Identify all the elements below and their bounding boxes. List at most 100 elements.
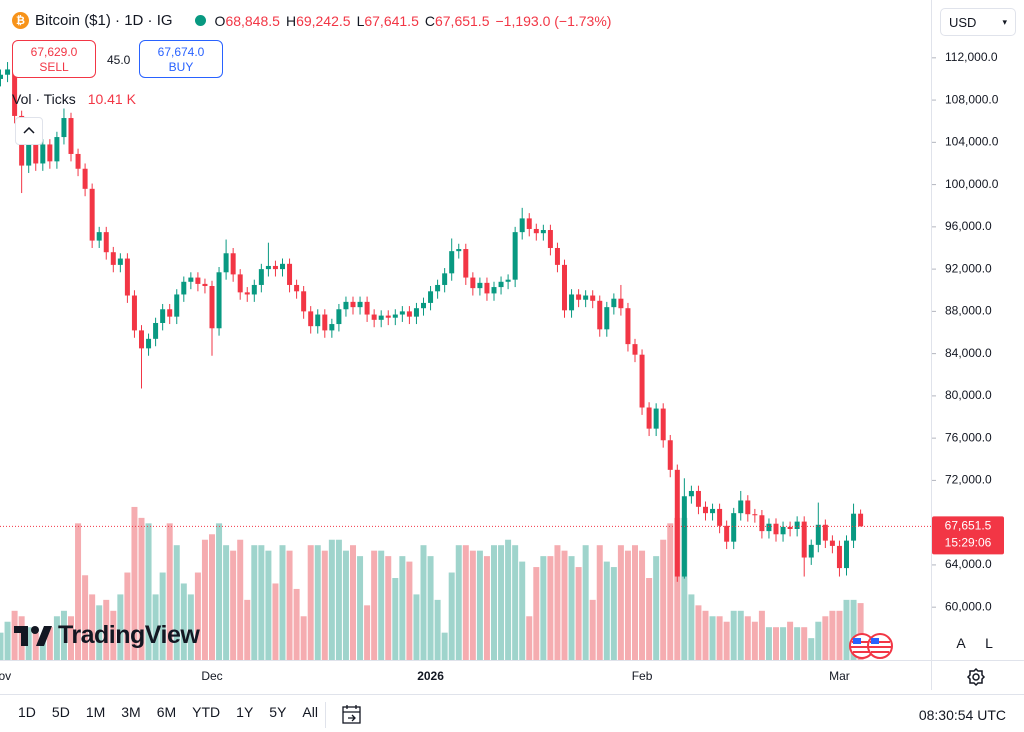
volume-bar: [695, 605, 702, 660]
volume-bar: [60, 610, 67, 660]
range-toolbar: 1D 5D 1M 3M 6M YTD 1Y 5Y All: [10, 704, 326, 720]
spread: 45.0: [107, 53, 131, 67]
volume-bar: [258, 545, 265, 660]
candle-body: [519, 218, 525, 233]
candle-body: [202, 283, 208, 287]
volume-bar: [688, 594, 695, 660]
y-tick-label: 60,000.0: [945, 599, 992, 613]
x-tick-label: 2026: [417, 669, 444, 683]
volume-bar: [483, 556, 490, 660]
ohlc-value: 67,651.5: [434, 12, 490, 29]
volume-bar: [272, 583, 279, 660]
volume-bar: [173, 545, 180, 660]
volume-bar: [96, 605, 103, 660]
volume-bar: [4, 621, 11, 660]
volume-bar: [209, 534, 215, 660]
volume-bar: [646, 578, 653, 660]
volume-bar: [166, 523, 173, 660]
volume-bar: [314, 545, 321, 660]
candle-body: [576, 294, 582, 300]
range-button[interactable]: 1D: [18, 704, 36, 720]
candle-body: [724, 525, 730, 542]
settings-button[interactable]: [966, 667, 986, 692]
volume-bar: [617, 545, 624, 660]
candle-body: [47, 144, 53, 162]
volume-bar: [434, 599, 441, 660]
candle-body: [265, 265, 271, 270]
volume-bar: [293, 588, 300, 660]
candle-body: [547, 230, 553, 248]
volume-bar: [0, 632, 4, 660]
volume-bar: [124, 572, 131, 660]
range-button[interactable]: 3M: [121, 704, 141, 720]
volume-bar: [653, 556, 660, 660]
volume-pane: [0, 506, 864, 660]
volume-bar: [476, 550, 483, 660]
range-button[interactable]: 1M: [85, 704, 106, 720]
candle-body: [639, 354, 645, 408]
volume-bar: [131, 506, 138, 660]
volume-bar: [103, 599, 110, 660]
volume-bar: [68, 616, 74, 660]
candle-body: [336, 309, 342, 325]
volume-bar: [582, 545, 589, 660]
range-button[interactable]: 1Y: [236, 704, 254, 720]
clock[interactable]: 08:30:54 UTC: [918, 707, 1006, 723]
candle-body: [456, 249, 462, 252]
volume-bar: [498, 545, 505, 660]
candle-body: [103, 232, 109, 253]
volume-bar: [857, 603, 864, 660]
candle-body: [75, 153, 81, 169]
candle-body: [442, 273, 448, 285]
volume-bar: [787, 621, 794, 660]
volume-bar: [378, 550, 385, 660]
x-tick-label: Nov: [0, 669, 11, 683]
candle-body: [188, 277, 194, 282]
volume-bar: [194, 572, 201, 660]
candle-body: [237, 274, 243, 293]
volume-bar: [117, 594, 124, 660]
currency-select[interactable]: USD ▾: [940, 8, 1016, 36]
volume-bar: [702, 610, 709, 660]
buy-button[interactable]: 67,674.0 BUY: [139, 40, 223, 78]
candle-body: [463, 249, 469, 278]
candle-body: [272, 265, 278, 270]
log-scale-button[interactable]: L: [978, 632, 1000, 654]
collapse-button[interactable]: [15, 117, 43, 145]
toolbar-separator: [325, 702, 326, 728]
candle-body: [329, 324, 335, 331]
auto-scale-button[interactable]: A: [950, 632, 972, 654]
ohlc-label: O: [214, 12, 226, 29]
candle-body: [223, 253, 229, 273]
range-button[interactable]: 5D: [51, 704, 70, 720]
volume-bar: [723, 621, 730, 660]
date-range-button[interactable]: [340, 703, 364, 732]
volume-legend: Vol · Ticks 10.41 K: [12, 91, 136, 107]
range-button[interactable]: 6M: [156, 704, 177, 720]
volume-bar: [201, 539, 208, 660]
buy-label: BUY: [168, 60, 194, 74]
x-tick-label: Feb: [632, 669, 653, 683]
sell-button[interactable]: 67,629.0 SELL: [12, 40, 96, 78]
volume-bar: [610, 567, 617, 660]
volume-bar: [540, 556, 547, 660]
volume-bar: [469, 550, 476, 660]
candle-body: [26, 143, 32, 166]
range-button[interactable]: All: [302, 704, 318, 720]
candle-body: [703, 506, 708, 514]
candle-body: [681, 496, 687, 577]
candle-body: [82, 168, 88, 189]
candle-body: [301, 291, 307, 312]
volume-bar: [716, 616, 723, 660]
symbol-title: Bitcoin ($1) · 1D · IG: [35, 12, 173, 29]
volume-bar: [371, 550, 378, 660]
candle-body: [124, 258, 130, 296]
candle-body: [258, 269, 264, 285]
range-button[interactable]: YTD: [192, 704, 221, 720]
candle-body: [308, 311, 314, 327]
change-value: −1,193.0 (−1.73%): [495, 12, 612, 29]
range-button[interactable]: 5Y: [269, 704, 287, 720]
volume-bar: [46, 627, 53, 660]
volume-bar: [512, 545, 519, 660]
ohlc-value: 67,641.5: [364, 12, 419, 29]
